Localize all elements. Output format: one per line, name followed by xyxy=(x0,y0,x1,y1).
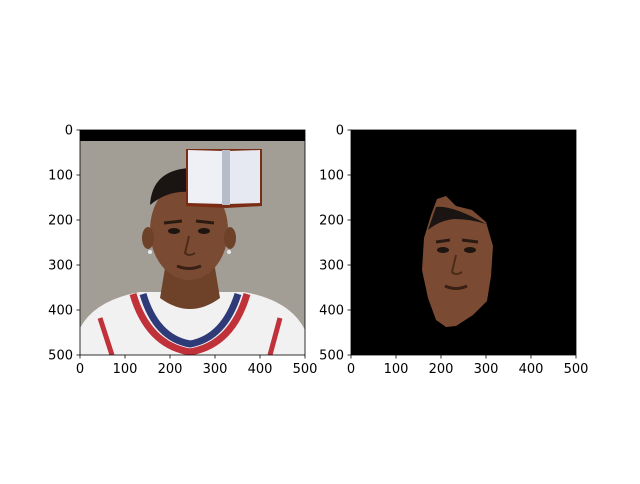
eye-right xyxy=(198,228,210,234)
left-xtick-label-3: 300 xyxy=(203,362,228,377)
right-ytick-label-2: 200 xyxy=(319,214,344,229)
masked-brow-left xyxy=(435,238,451,244)
face-region xyxy=(422,196,493,327)
jersey-navy-trim xyxy=(139,292,242,348)
left-xtick-label-2: 200 xyxy=(158,362,183,377)
book-graphic xyxy=(186,149,262,208)
right-xtick-label-1: 100 xyxy=(384,362,409,377)
ear-left xyxy=(142,227,154,249)
left-xtick-label-4: 400 xyxy=(248,362,273,377)
masked-nose xyxy=(450,254,463,275)
left-ytick-label-2: 200 xyxy=(48,214,73,229)
right-ytick-label-3: 300 xyxy=(319,259,344,274)
nose xyxy=(183,235,196,256)
right-axes-frame xyxy=(350,129,577,356)
left-ytick-label-3: 300 xyxy=(48,259,73,274)
book-page-left xyxy=(188,150,224,204)
right-ytick-label-0: 0 xyxy=(336,124,344,139)
masked-brow-right xyxy=(461,238,479,244)
masked-eye-left xyxy=(437,247,449,253)
left-ytick-label-5: 500 xyxy=(48,349,73,364)
book-spine xyxy=(222,150,230,205)
eye-left xyxy=(168,228,180,234)
left-xtick-label-0: 0 xyxy=(76,362,84,377)
masked-eye-right xyxy=(464,247,476,253)
brow-left xyxy=(163,219,183,225)
ear-right xyxy=(224,227,236,249)
right-xtick-label-3: 300 xyxy=(474,362,499,377)
right-ytick-label-4: 400 xyxy=(319,304,344,319)
masked-face-image xyxy=(351,130,576,355)
masked-hairline xyxy=(428,206,486,230)
right-ytick-label-1: 100 xyxy=(319,169,344,184)
jersey-side-stripe-left xyxy=(97,317,115,355)
left-ytick-label-1: 100 xyxy=(48,169,73,184)
top-black-band xyxy=(80,130,305,141)
earring-right xyxy=(227,250,231,254)
left-ytick-label-0: 0 xyxy=(65,124,73,139)
jersey-side-stripe-right xyxy=(267,317,283,355)
left-axes-frame xyxy=(79,129,306,356)
right-ytick-label-5: 500 xyxy=(319,349,344,364)
player-photo xyxy=(80,130,305,355)
right-xtick-label-4: 400 xyxy=(519,362,544,377)
masked-mouth xyxy=(444,284,468,290)
right-xtick-label-0: 0 xyxy=(347,362,355,377)
brow-right xyxy=(195,219,215,225)
right-xtick-label-5: 500 xyxy=(564,362,589,377)
mouth xyxy=(176,264,202,270)
book-page-right xyxy=(228,150,260,204)
left-xtick-label-5: 500 xyxy=(293,362,318,377)
left-ytick-label-4: 400 xyxy=(48,304,73,319)
left-xtick-label-1: 100 xyxy=(113,362,138,377)
right-xtick-label-2: 200 xyxy=(429,362,454,377)
earring-left xyxy=(148,250,152,254)
jersey-red-trim xyxy=(129,292,251,355)
